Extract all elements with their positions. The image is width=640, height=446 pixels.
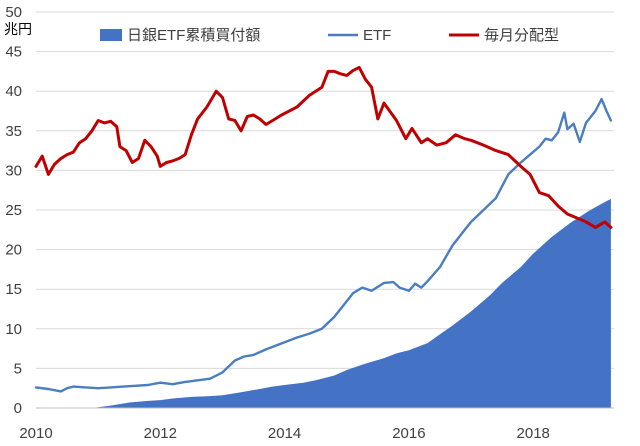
line-series-layer (34, 65, 613, 393)
area-series-layer (36, 198, 611, 408)
y-tick-label: 50 (5, 4, 22, 21)
x-tick-label: 2018 (517, 425, 550, 442)
y-tick-label: 40 (5, 83, 22, 100)
legend: 日銀ETF累積買付額 ETF 毎月分配型 (100, 27, 559, 44)
y-tick-label: 45 (5, 44, 22, 61)
area-series-boj-etf-cumulative (36, 198, 611, 408)
gridlines (36, 11, 614, 369)
legend-item-boj-etf-cumulative: 日銀ETF累積買付額 (100, 27, 260, 44)
y-tick-label: 35 (5, 123, 22, 140)
x-tick-label: 2014 (268, 425, 301, 442)
x-tick-label: 2016 (392, 425, 425, 442)
legend-label: ETF (363, 27, 391, 44)
x-tick-label: 2012 (144, 425, 177, 442)
y-axis-unit-label: 兆円 (4, 21, 32, 37)
legend-swatch (100, 29, 122, 41)
y-tick-label: 0 (14, 400, 22, 417)
line-series-monthly-distribution (34, 65, 613, 229)
y-tick-label: 30 (5, 162, 22, 179)
line-series-etf (34, 97, 613, 393)
legend-item-monthly-distribution: 毎月分配型 (449, 27, 559, 44)
y-tick-label: 25 (5, 202, 22, 219)
y-tick-label: 10 (5, 321, 22, 338)
y-tick-label: 15 (5, 281, 22, 298)
axes: 0 5 10 15 20 25 30 35 40 45 50 2010 2012 2014 2016 2018 (5, 4, 614, 442)
x-tick-label: 2010 (19, 425, 52, 442)
legend-label: 毎月分配型 (484, 27, 559, 44)
legend-item-etf: ETF (328, 27, 391, 44)
y-tick-label: 20 (5, 242, 22, 259)
y-tick-label: 5 (14, 360, 22, 377)
legend-label: 日銀ETF累積買付額 (127, 27, 260, 44)
